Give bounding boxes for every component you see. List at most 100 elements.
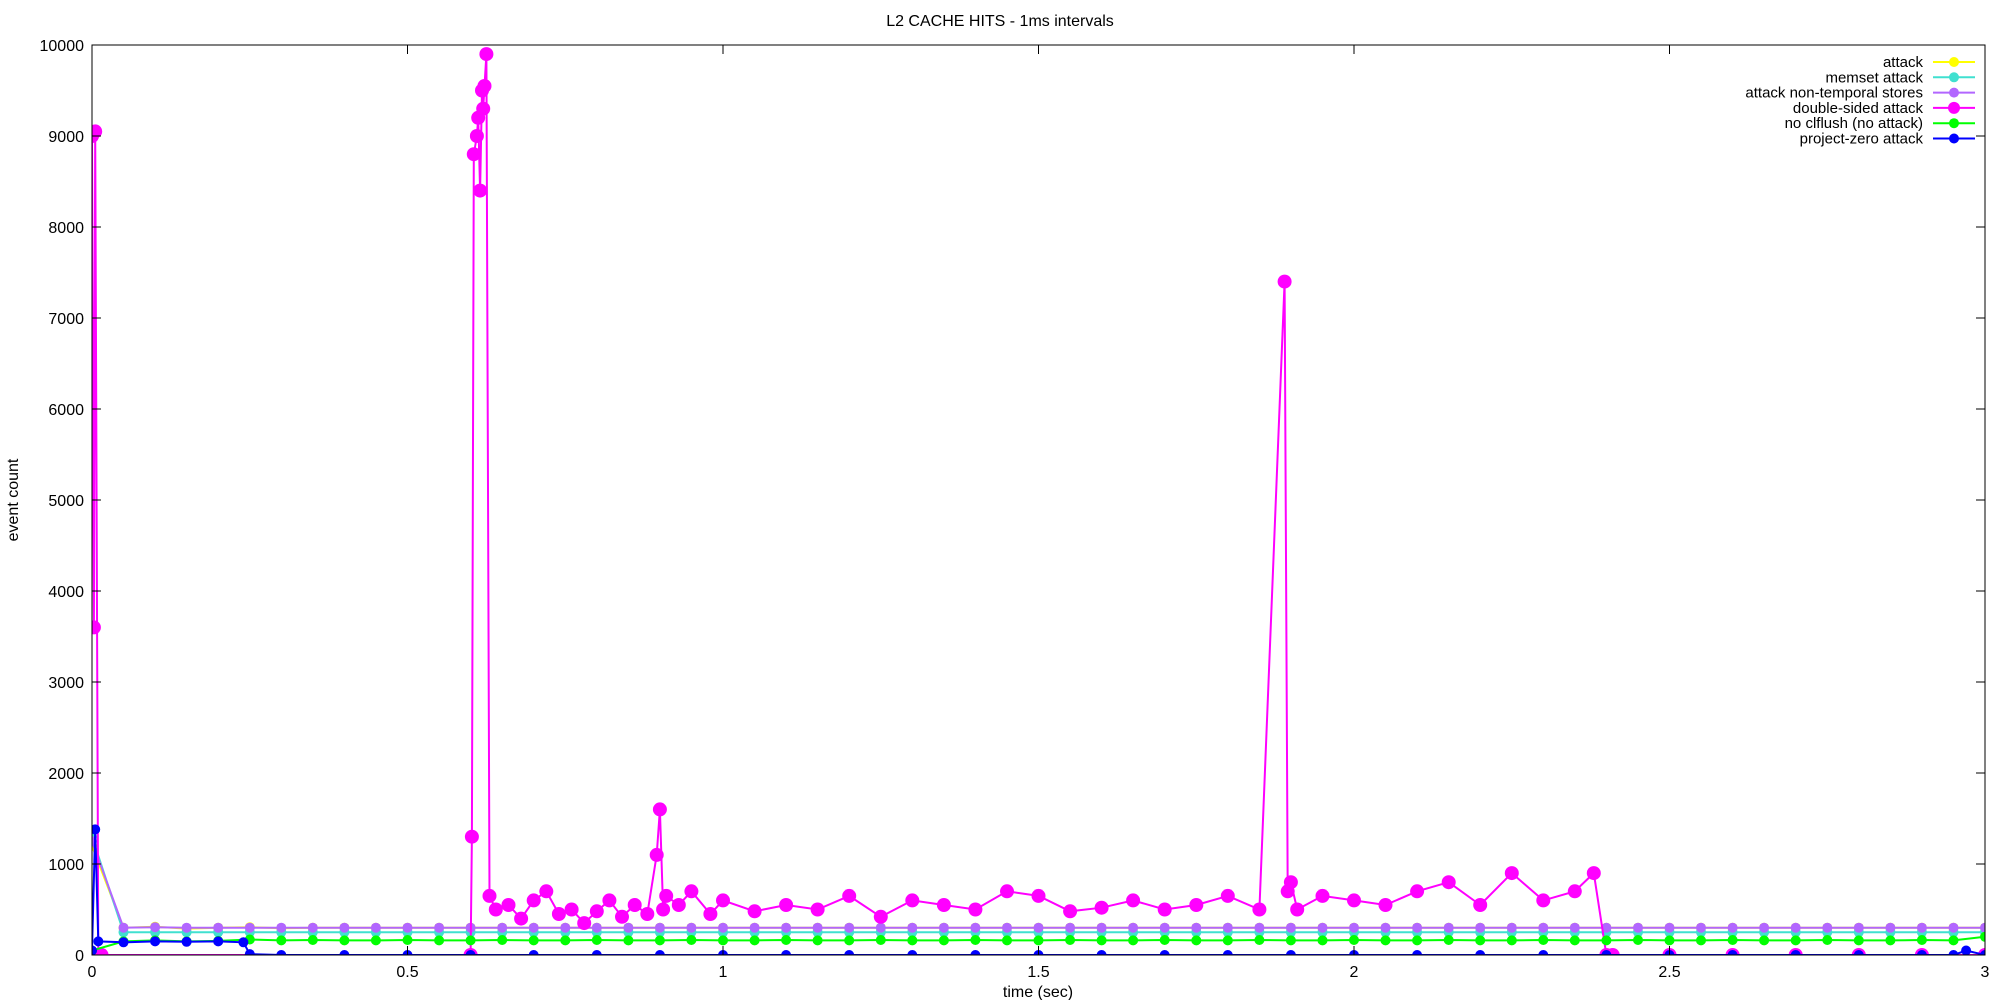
data-point (1096, 935, 1107, 946)
data-point (1128, 935, 1139, 946)
data-point (716, 893, 730, 908)
legend-swatch-marker (1949, 57, 1959, 67)
data-point (1065, 922, 1076, 933)
data-point (1412, 935, 1423, 946)
data-point (1222, 922, 1233, 933)
data-point (703, 907, 718, 921)
y-tick-label: 0 (75, 948, 84, 965)
data-point (1633, 935, 1643, 945)
data-point (1157, 902, 1172, 917)
data-point (1538, 950, 1549, 955)
data-point (589, 904, 604, 919)
data-point (623, 922, 634, 933)
x-tick-label: 0.5 (396, 964, 418, 981)
data-point (1380, 935, 1391, 946)
data-point (1759, 922, 1770, 933)
data-point (1189, 898, 1204, 912)
data-point (1441, 875, 1456, 890)
data-point (1948, 922, 1959, 933)
data-point (659, 888, 674, 903)
data-point (479, 47, 494, 62)
data-point (1759, 935, 1770, 946)
data-point (1159, 950, 1170, 955)
legend-label: project-zero attack (1800, 131, 1924, 148)
data-point (1002, 935, 1012, 946)
data-point (1664, 922, 1675, 933)
data-point (1504, 866, 1519, 881)
legend-swatch-marker (1949, 87, 1959, 98)
data-point (1254, 922, 1265, 933)
data-point (875, 935, 886, 945)
data-point (970, 922, 981, 933)
series-1 (92, 840, 1985, 934)
data-point (905, 893, 920, 908)
data-point (213, 922, 224, 933)
data-point (244, 922, 255, 933)
data-point (1727, 950, 1738, 955)
legend-label: double-sided attack (1793, 100, 1924, 117)
data-point (1853, 950, 1864, 955)
data-point (118, 937, 129, 948)
data-point (1980, 931, 1985, 942)
x-axis-label: time (sec) (1003, 984, 1073, 1000)
data-point (1033, 922, 1044, 933)
data-point (1790, 950, 1801, 955)
data-point (1601, 922, 1612, 933)
data-point (181, 922, 192, 933)
data-point (1128, 922, 1139, 933)
data-point (1349, 935, 1359, 945)
data-point (1410, 884, 1425, 899)
data-point (1506, 935, 1517, 946)
data-point (93, 936, 104, 947)
data-point (465, 950, 476, 955)
data-point (1252, 902, 1267, 917)
data-point (307, 935, 318, 945)
data-point (652, 802, 667, 817)
data-point (464, 829, 479, 844)
plot-frame (91, 44, 1986, 956)
data-point (1633, 922, 1643, 933)
data-point (1031, 888, 1046, 903)
data-point (1980, 950, 1985, 955)
data-point (1475, 922, 1486, 933)
data-point (1536, 893, 1551, 908)
series-6 (92, 824, 1985, 955)
data-point (1885, 922, 1896, 933)
data-point (1538, 922, 1549, 933)
data-point (339, 935, 350, 946)
legend-swatch-marker (1949, 118, 1959, 129)
data-point (640, 907, 655, 921)
data-point (1290, 902, 1305, 917)
legend-item: attack non-temporal stores (1745, 85, 1975, 102)
data-point (591, 935, 602, 945)
y-tick-label: 5000 (48, 493, 84, 510)
data-point (781, 950, 792, 955)
data-point (812, 935, 823, 946)
plot-area (92, 47, 1985, 955)
data-point (1002, 922, 1012, 933)
data-point (1506, 922, 1517, 933)
data-point (370, 922, 381, 933)
data-point (747, 904, 762, 919)
data-point (476, 101, 491, 116)
legend-swatch-marker (1949, 133, 1959, 144)
data-point (1191, 922, 1202, 933)
data-point (213, 936, 224, 947)
data-point (560, 935, 571, 946)
data-point (434, 935, 445, 946)
legend-item: no clflush (no attack) (1785, 115, 1975, 132)
data-point (1790, 922, 1801, 933)
data-point (1727, 935, 1738, 945)
data-point (749, 935, 760, 946)
data-point (1696, 935, 1706, 946)
data-point (514, 911, 529, 926)
data-point (1980, 922, 1985, 933)
series-2 (92, 831, 1985, 938)
data-point (684, 884, 699, 899)
data-point (591, 922, 602, 933)
data-point (779, 898, 794, 912)
legend-item: double-sided attack (1793, 100, 1975, 117)
data-point (1222, 950, 1233, 955)
data-point (1412, 950, 1423, 955)
